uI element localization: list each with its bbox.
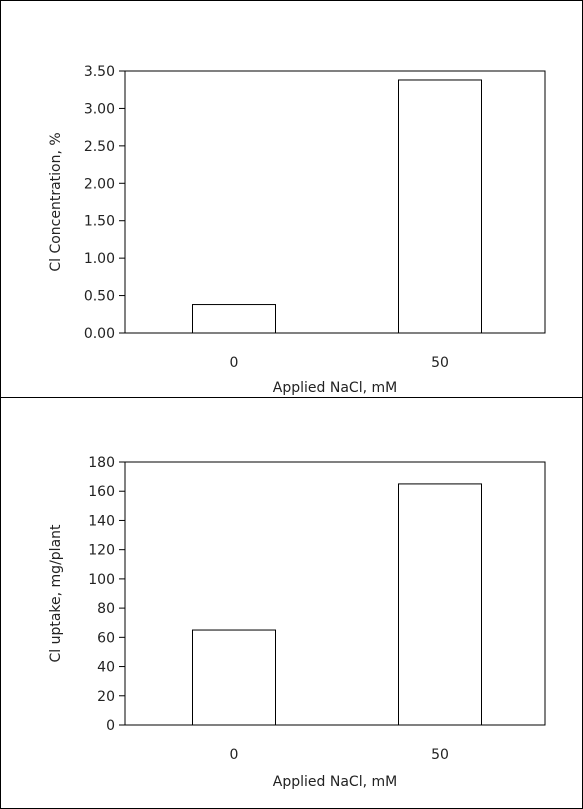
chart-2-y-tick-label: 160 — [88, 484, 115, 500]
chart-2-y-tick-label: 0 — [106, 718, 115, 734]
chart-1-y-tick-label: 2.00 — [84, 176, 115, 192]
chart-1-x-tick-label: 50 — [431, 355, 449, 371]
chart-2-y-tick-label: 140 — [88, 513, 115, 529]
chart-2-bar-0 — [192, 629, 276, 726]
chart-1-y-tick-label: 1.50 — [84, 214, 115, 230]
chart-2-y-tick-label: 100 — [88, 572, 115, 588]
chart-2-plot-area — [124, 461, 546, 726]
chart-1-y-tick-label: 3.00 — [84, 101, 115, 117]
chart-1-y-tick-label: 3.50 — [84, 64, 115, 80]
chart-1-plot-area — [124, 70, 546, 334]
chart-2-y-tick-label: 40 — [97, 660, 115, 676]
chart-1-bar-50 — [398, 79, 482, 334]
chart-2-x-tick-label: 50 — [431, 747, 449, 763]
chart-1-y-tick-label: 0.50 — [84, 289, 115, 305]
chart-1-y-tick-label: 0.00 — [84, 326, 115, 342]
chart-2-x-axis-title: Applied NaCl, mM — [273, 774, 397, 790]
chart-1-bar-0 — [192, 304, 276, 334]
chart-2-x-tick-label: 0 — [230, 747, 239, 763]
chart-2-y-tick-label: 80 — [97, 601, 115, 617]
chart-2-bar-50 — [398, 483, 482, 726]
chart-2-y-axis-title: Cl uptake, mg/plant — [48, 524, 64, 663]
chart-1-y-tick-label: 1.00 — [84, 251, 115, 267]
chart-2-y-tick-label: 60 — [97, 630, 115, 646]
chart-2-y-tick-label: 180 — [88, 455, 115, 471]
chart-1-x-tick-label: 0 — [230, 355, 239, 371]
chart-1-y-axis-title: Cl Concentration, % — [48, 132, 64, 271]
chart-2-y-tick-label: 20 — [97, 689, 115, 705]
chart-1-y-tick-label: 2.50 — [84, 139, 115, 155]
chart-2-y-tick-label: 120 — [88, 543, 115, 559]
chart-1-x-axis-title: Applied NaCl, mM — [273, 380, 397, 396]
